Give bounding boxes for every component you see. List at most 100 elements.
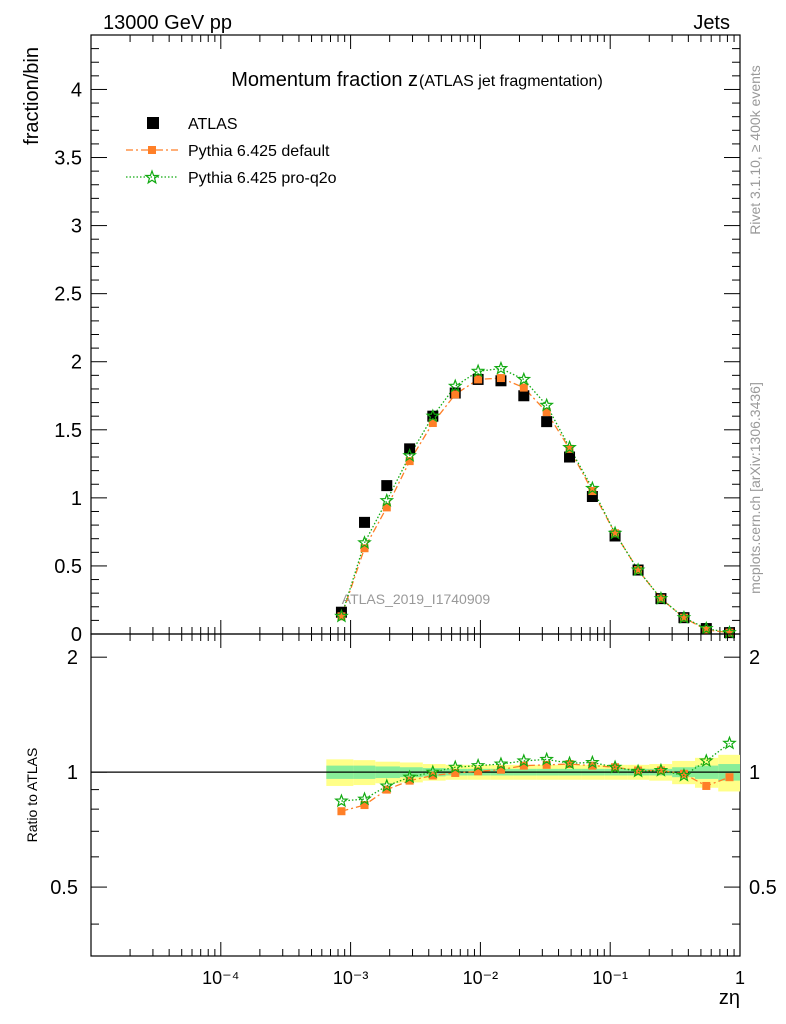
main-y-tick-label: 1 — [71, 488, 82, 510]
legend-entry-pythia-default: Pythia 6.425 default — [126, 143, 330, 160]
x-tick-label: 10⁻³ — [333, 968, 369, 988]
atlas-data-point — [564, 451, 576, 463]
ratio-default-point — [634, 766, 643, 775]
legend-marker-pythia-default — [148, 146, 156, 154]
ratio-proq2o-point — [379, 778, 395, 793]
pythia-default-point — [611, 529, 620, 538]
pythia-default-point — [634, 566, 643, 575]
ratio-default-point — [519, 761, 528, 770]
ratio-y-tick-label: 1 — [67, 762, 78, 784]
atlas-data-point — [335, 606, 347, 618]
ratio-y-tick-label-right: 0.5 — [749, 877, 777, 899]
energy-label: 13000 GeV pp — [103, 12, 232, 34]
x-tick-label: 1 — [735, 968, 745, 988]
x-axis-label: zη — [719, 987, 740, 1009]
pythia-proq2o-point — [607, 525, 623, 540]
pythia-default-point — [337, 612, 346, 621]
pythia-proq2o-point — [722, 624, 737, 639]
pythia-proq2o-point — [653, 590, 669, 605]
pythia-default-point — [428, 418, 437, 427]
pythia-proq2o-point — [585, 480, 600, 495]
main-y-tick-label: 0 — [71, 624, 82, 646]
legend-entry-atlas: ATLAS — [147, 116, 238, 133]
pythia-proq2o-point — [425, 408, 441, 423]
ratio-proq2o-point — [676, 767, 692, 782]
ratio-proq2o-point — [402, 769, 417, 784]
main-y-tick-label: 3.5 — [54, 148, 82, 170]
main-y-tick-label: 1.5 — [54, 420, 82, 442]
ratio-proq2o-point — [516, 753, 532, 768]
rivet-label: Rivet 3.1.10, ≥ 400k events — [747, 65, 763, 235]
ratio-proq2o-point — [493, 756, 509, 771]
pythia-proq2o-point — [470, 363, 486, 378]
ratio-default-point — [725, 773, 734, 782]
y-axis-label: fraction/bin — [21, 47, 43, 145]
pythia-default-point — [405, 457, 414, 466]
category-label: Jets — [693, 12, 730, 34]
ratio-default-point — [360, 801, 369, 810]
ratio-default-point — [565, 760, 574, 769]
main-y-tick-label: 3 — [71, 216, 82, 238]
plot-subtitle: (ATLAS jet fragmentation) — [419, 73, 603, 90]
main-y-tick-label: 2.5 — [54, 284, 82, 306]
ratio-proq2o-point — [630, 763, 646, 778]
pythia-default-point — [702, 625, 711, 634]
atlas-data-point — [381, 480, 393, 492]
ratio-plot-layer: 10⁻⁴ 10⁻³ 10⁻² 10⁻¹ 1 0.5 0.5 1 1 2 2 — [50, 633, 777, 988]
ratio-proq2o-line — [341, 742, 730, 802]
ratio-proq2o-point — [607, 759, 623, 774]
ratio-proq2o-point — [722, 735, 737, 750]
legend-label-atlas: ATLAS — [188, 116, 238, 133]
x-tick-label: 10⁻⁴ — [202, 968, 239, 988]
atlas-data-point — [541, 416, 553, 428]
legend: ATLAS Pythia 6.425 default Pythia 6.425 … — [126, 116, 337, 187]
ratio-y-tick-label: 0.5 — [50, 877, 78, 899]
pythia-proq2o-point — [402, 447, 417, 462]
ratio-panel: Ratio to ATLAS 10⁻⁴ 10⁻³ 10⁻² 10⁻¹ 10.5 0.51 1… — [24, 633, 777, 1009]
plot-title: Momentum fraction z — [231, 69, 418, 91]
ratio-default-point — [679, 769, 688, 778]
pythia-proq2o-point — [447, 378, 463, 393]
pythia-default-point — [725, 628, 734, 637]
pythia-default-point — [360, 544, 369, 553]
main-y-tick-label: 4 — [71, 79, 82, 101]
pythia-proq2o-point — [630, 562, 646, 577]
legend-label-pythia-proq2o: Pythia 6.425 pro-q2o — [188, 170, 337, 187]
legend-marker-pythia-proq2o — [144, 169, 160, 185]
legend-marker-atlas — [147, 117, 159, 129]
x-tick-label: 10⁻² — [463, 968, 499, 988]
pythia-default-point — [656, 594, 665, 603]
pythia-default-point — [496, 374, 505, 383]
pythia-default-point — [451, 390, 460, 399]
ratio-proq2o-point — [653, 762, 669, 777]
ratio-y-tick-label-right: 2 — [749, 647, 760, 669]
ratio-default-point — [337, 807, 346, 816]
pythia-default-point — [382, 503, 391, 512]
ratio-default-point — [542, 760, 551, 769]
atlas-data-point — [427, 410, 439, 422]
main-panel: Momentum fraction z (ATLAS jet fragmenta… — [21, 34, 741, 646]
main-y-tick-label: 0.5 — [54, 556, 82, 578]
ratio-y-tick-label-right: 1 — [749, 762, 760, 784]
pythia-default-point — [679, 613, 688, 622]
ratio-proq2o-point — [539, 751, 555, 766]
ratio-default-point — [474, 767, 483, 776]
pythia-proq2o-point — [676, 609, 692, 624]
ratio-default-point — [428, 771, 437, 780]
ratio-proq2o-point — [698, 753, 714, 768]
ratio-proq2o-point — [357, 791, 372, 806]
pythia-proq2o-point — [516, 371, 532, 386]
pythia-default-point — [519, 383, 528, 392]
pythia-proq2o-point — [539, 397, 555, 412]
pythia-proq2o-point — [334, 608, 349, 623]
pythia-proq2o-point — [379, 492, 395, 507]
ratio-proq2o-point — [562, 755, 577, 770]
ratio-y-tick-label: 2 — [67, 647, 78, 669]
pythia-default-point — [542, 408, 551, 417]
ratio-axis-label: Ratio to ATLAS — [24, 748, 40, 843]
ratio-plot-frame — [90, 633, 741, 957]
analysis-watermark: ATLAS_2019_I1740909 — [342, 591, 491, 607]
ratio-default-point — [496, 765, 505, 774]
ratio-proq2o-point — [470, 757, 486, 772]
